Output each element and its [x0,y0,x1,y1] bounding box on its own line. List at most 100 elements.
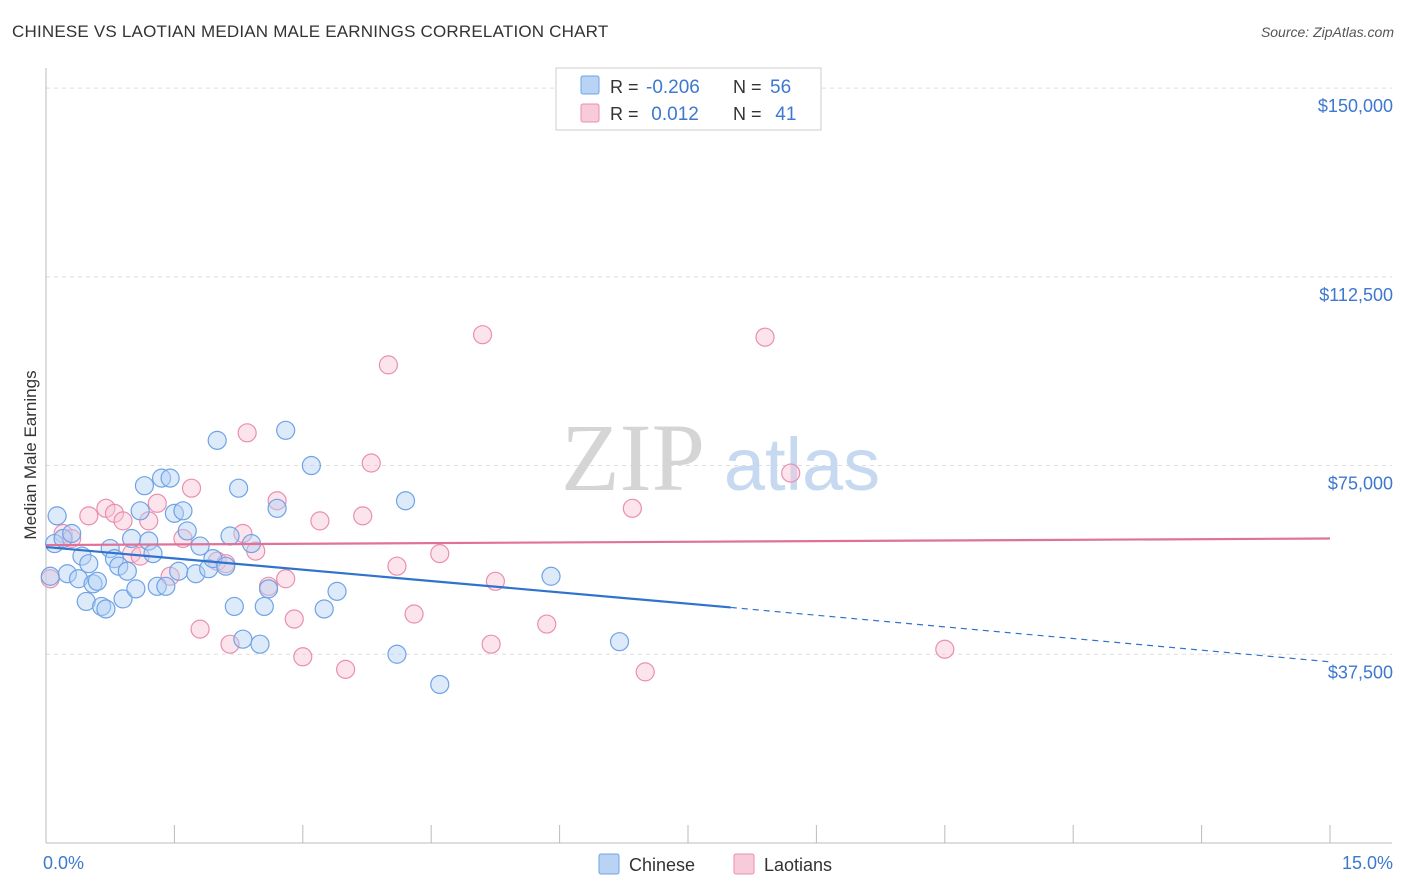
gridlines [46,87,1392,655]
legend-n-value-laotian: 41 [770,104,796,125]
laotian-point [276,569,296,589]
source-label: Source: ZipAtlas.com [1260,24,1394,40]
chinese-point [40,566,60,586]
legend-r-value-chinese: -0.206 [646,77,700,98]
laotian-point [472,325,493,345]
chinese-point [229,478,249,498]
chinese-point [267,498,287,518]
legend-n-value-chinese: 56 [770,77,791,98]
laotian-point [181,478,202,498]
laotian-point [387,556,407,576]
chinese-point [173,501,193,521]
chinese-point [207,430,227,450]
legend-r-label-chinese: R = [610,77,639,97]
laotian-point [284,609,304,629]
laotian-point [267,491,287,511]
chinese-point [254,596,274,617]
y-tick-label: $112,500 [1319,285,1393,305]
chinese-point [301,455,321,476]
chinese-point [47,506,67,526]
chinese-point [117,561,137,581]
legend-bottom-swatch-chinese [598,853,620,875]
x-tick-label-max: 15.0% [1342,853,1393,873]
chinese-point [327,581,347,601]
laotian-point [935,639,955,659]
laotian-point [635,662,655,682]
trend-line-chinese [45,545,731,609]
y-tick-label: $75,000 [1328,474,1393,494]
chinese-point [130,501,150,521]
chinese-point [57,564,78,584]
chinese-point [177,521,197,541]
chinese-point [186,564,206,584]
chinese-point [609,632,630,652]
chinese-point [68,569,89,589]
legend-n-label-chinese: N = [733,77,762,97]
chinese-point [126,579,146,599]
chinese-point [258,579,279,599]
laotian-point [310,511,330,531]
laotian-point [537,614,557,634]
laotian-point [404,604,424,624]
chinese-point [143,544,163,564]
laotian-point [190,619,210,639]
chinese-point [87,571,107,591]
watermark-zip: ZIP [561,404,705,511]
chinese-point [220,526,240,546]
chinese-point [62,523,82,544]
chinese-point [169,561,189,581]
chinese-point [387,644,407,664]
chinese-point [233,629,253,649]
laotian-point [147,493,167,513]
chinese-point [541,566,561,586]
chinese-point [79,554,99,574]
x-tick-labels: 0.0% 15.0% [43,853,1393,873]
chinese-points [40,420,630,695]
laotian-point [79,506,99,526]
chinese-point [314,599,334,619]
chinese-point [113,589,133,609]
chinese-point [96,599,116,619]
laotian-point [622,498,642,518]
legend-swatch-laotian [580,103,600,123]
laotian-point [293,647,313,667]
chinese-point [134,476,155,496]
y-axis-label: Median Male Earnings [21,370,40,539]
laotian-point [481,634,501,654]
y-tick-label: $37,500 [1328,662,1393,682]
trend-line-chinese-extension [730,606,1331,663]
legend-n-label-laotian: N = [733,104,762,124]
chinese-point [190,536,210,556]
legend-series: Chinese Laotians [598,853,832,875]
y-tick-labels: $37,500 $75,000 $112,500 $150,000 [1318,96,1393,682]
laotian-point [336,659,356,679]
legend-bottom-swatch-laotian [733,853,755,875]
watermark: ZIP atlas [561,404,880,511]
chinese-point [76,591,96,612]
chinese-point [276,420,296,440]
trend-line-laotian [45,537,1331,547]
trend-lines [45,537,1331,663]
laotian-point [781,463,801,483]
legend-r-value-laotian: 0.012 [646,104,699,125]
axes [45,68,1392,844]
legend-stats-box [555,67,822,131]
laotian-point [237,423,257,443]
y-tick-label: $150,000 [1318,96,1393,116]
chart-title: CHINESE VS LAOTIAN MEDIAN MALE EARNINGS … [12,22,609,41]
legend-bottom-label-chinese: Chinese [629,855,695,875]
laotian-point [378,355,398,375]
laotian-point [220,634,240,654]
watermark-atlas: atlas [724,423,880,506]
x-tick-label-min: 0.0% [43,853,84,873]
laotian-points [40,325,955,682]
laotian-point [430,544,450,564]
chinese-point [160,468,180,488]
laotian-point [113,511,133,531]
laotian-point [755,327,775,347]
laotian-point [353,506,373,526]
legend-r-label-laotian: R = [610,104,639,124]
chinese-point [250,634,270,654]
chinese-point [216,556,236,576]
